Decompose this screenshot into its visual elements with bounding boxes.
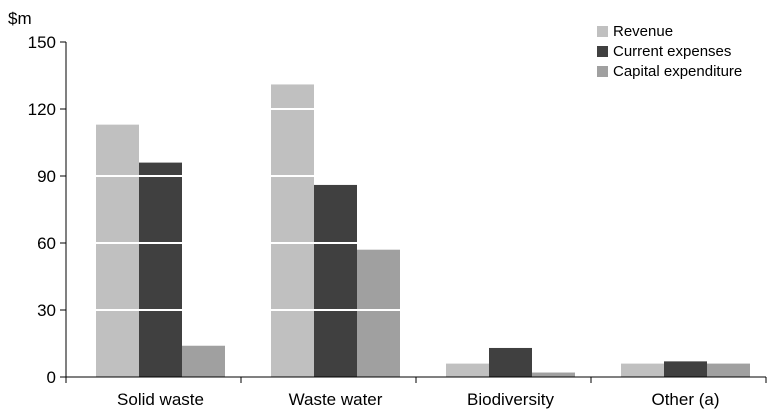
x-category-label: Biodiversity xyxy=(467,390,554,409)
y-tick-label: 120 xyxy=(28,100,56,119)
bar-revenue-other-a- xyxy=(621,363,664,377)
gridlines-group xyxy=(66,108,766,311)
x-category-label: Other (a) xyxy=(651,390,719,409)
legend-swatch-capital-expenditure xyxy=(597,66,608,77)
y-tick-label: 90 xyxy=(37,167,56,186)
bar-current-expenses-other-a- xyxy=(664,361,707,377)
x-category-label: Solid waste xyxy=(117,390,204,409)
bar-capital-expenditure-other-a- xyxy=(707,363,750,377)
y-tick-label: 150 xyxy=(28,33,56,52)
y-tick-label: 60 xyxy=(37,234,56,253)
x-category-labels: Solid waste Waste water Biodiversity Other … xyxy=(117,390,719,409)
bar-current-expenses-solid-waste xyxy=(139,162,182,377)
axes-group xyxy=(60,41,767,383)
y-tick-label: 0 xyxy=(47,368,56,387)
bar-revenue-solid-waste xyxy=(96,124,139,377)
bar-capital-expenditure-biodiversity xyxy=(532,372,575,377)
x-category-label: Waste water xyxy=(289,390,383,409)
legend-label: Revenue xyxy=(613,23,673,40)
bar-capital-expenditure-solid-waste xyxy=(182,345,225,377)
legend-swatch-current-expenses xyxy=(597,46,608,57)
legend-label: Current expenses xyxy=(613,43,731,60)
bar-capital-expenditure-waste-water xyxy=(357,249,400,377)
bars-group xyxy=(96,84,750,377)
bar-current-expenses-waste-water xyxy=(314,184,357,377)
legend-label: Capital expenditure xyxy=(613,63,742,80)
bar-current-expenses-biodiversity xyxy=(489,347,532,377)
legend: Revenue Current expenses Capital expenditu… xyxy=(597,23,742,80)
y-tick-labels: 0 30 60 90 120 150 xyxy=(28,33,56,387)
legend-swatch-revenue xyxy=(597,26,608,37)
bar-revenue-waste-water xyxy=(271,84,314,377)
y-axis-unit-label: $m xyxy=(8,9,32,28)
y-tick-label: 30 xyxy=(37,301,56,320)
bar-revenue-biodiversity xyxy=(446,363,489,377)
